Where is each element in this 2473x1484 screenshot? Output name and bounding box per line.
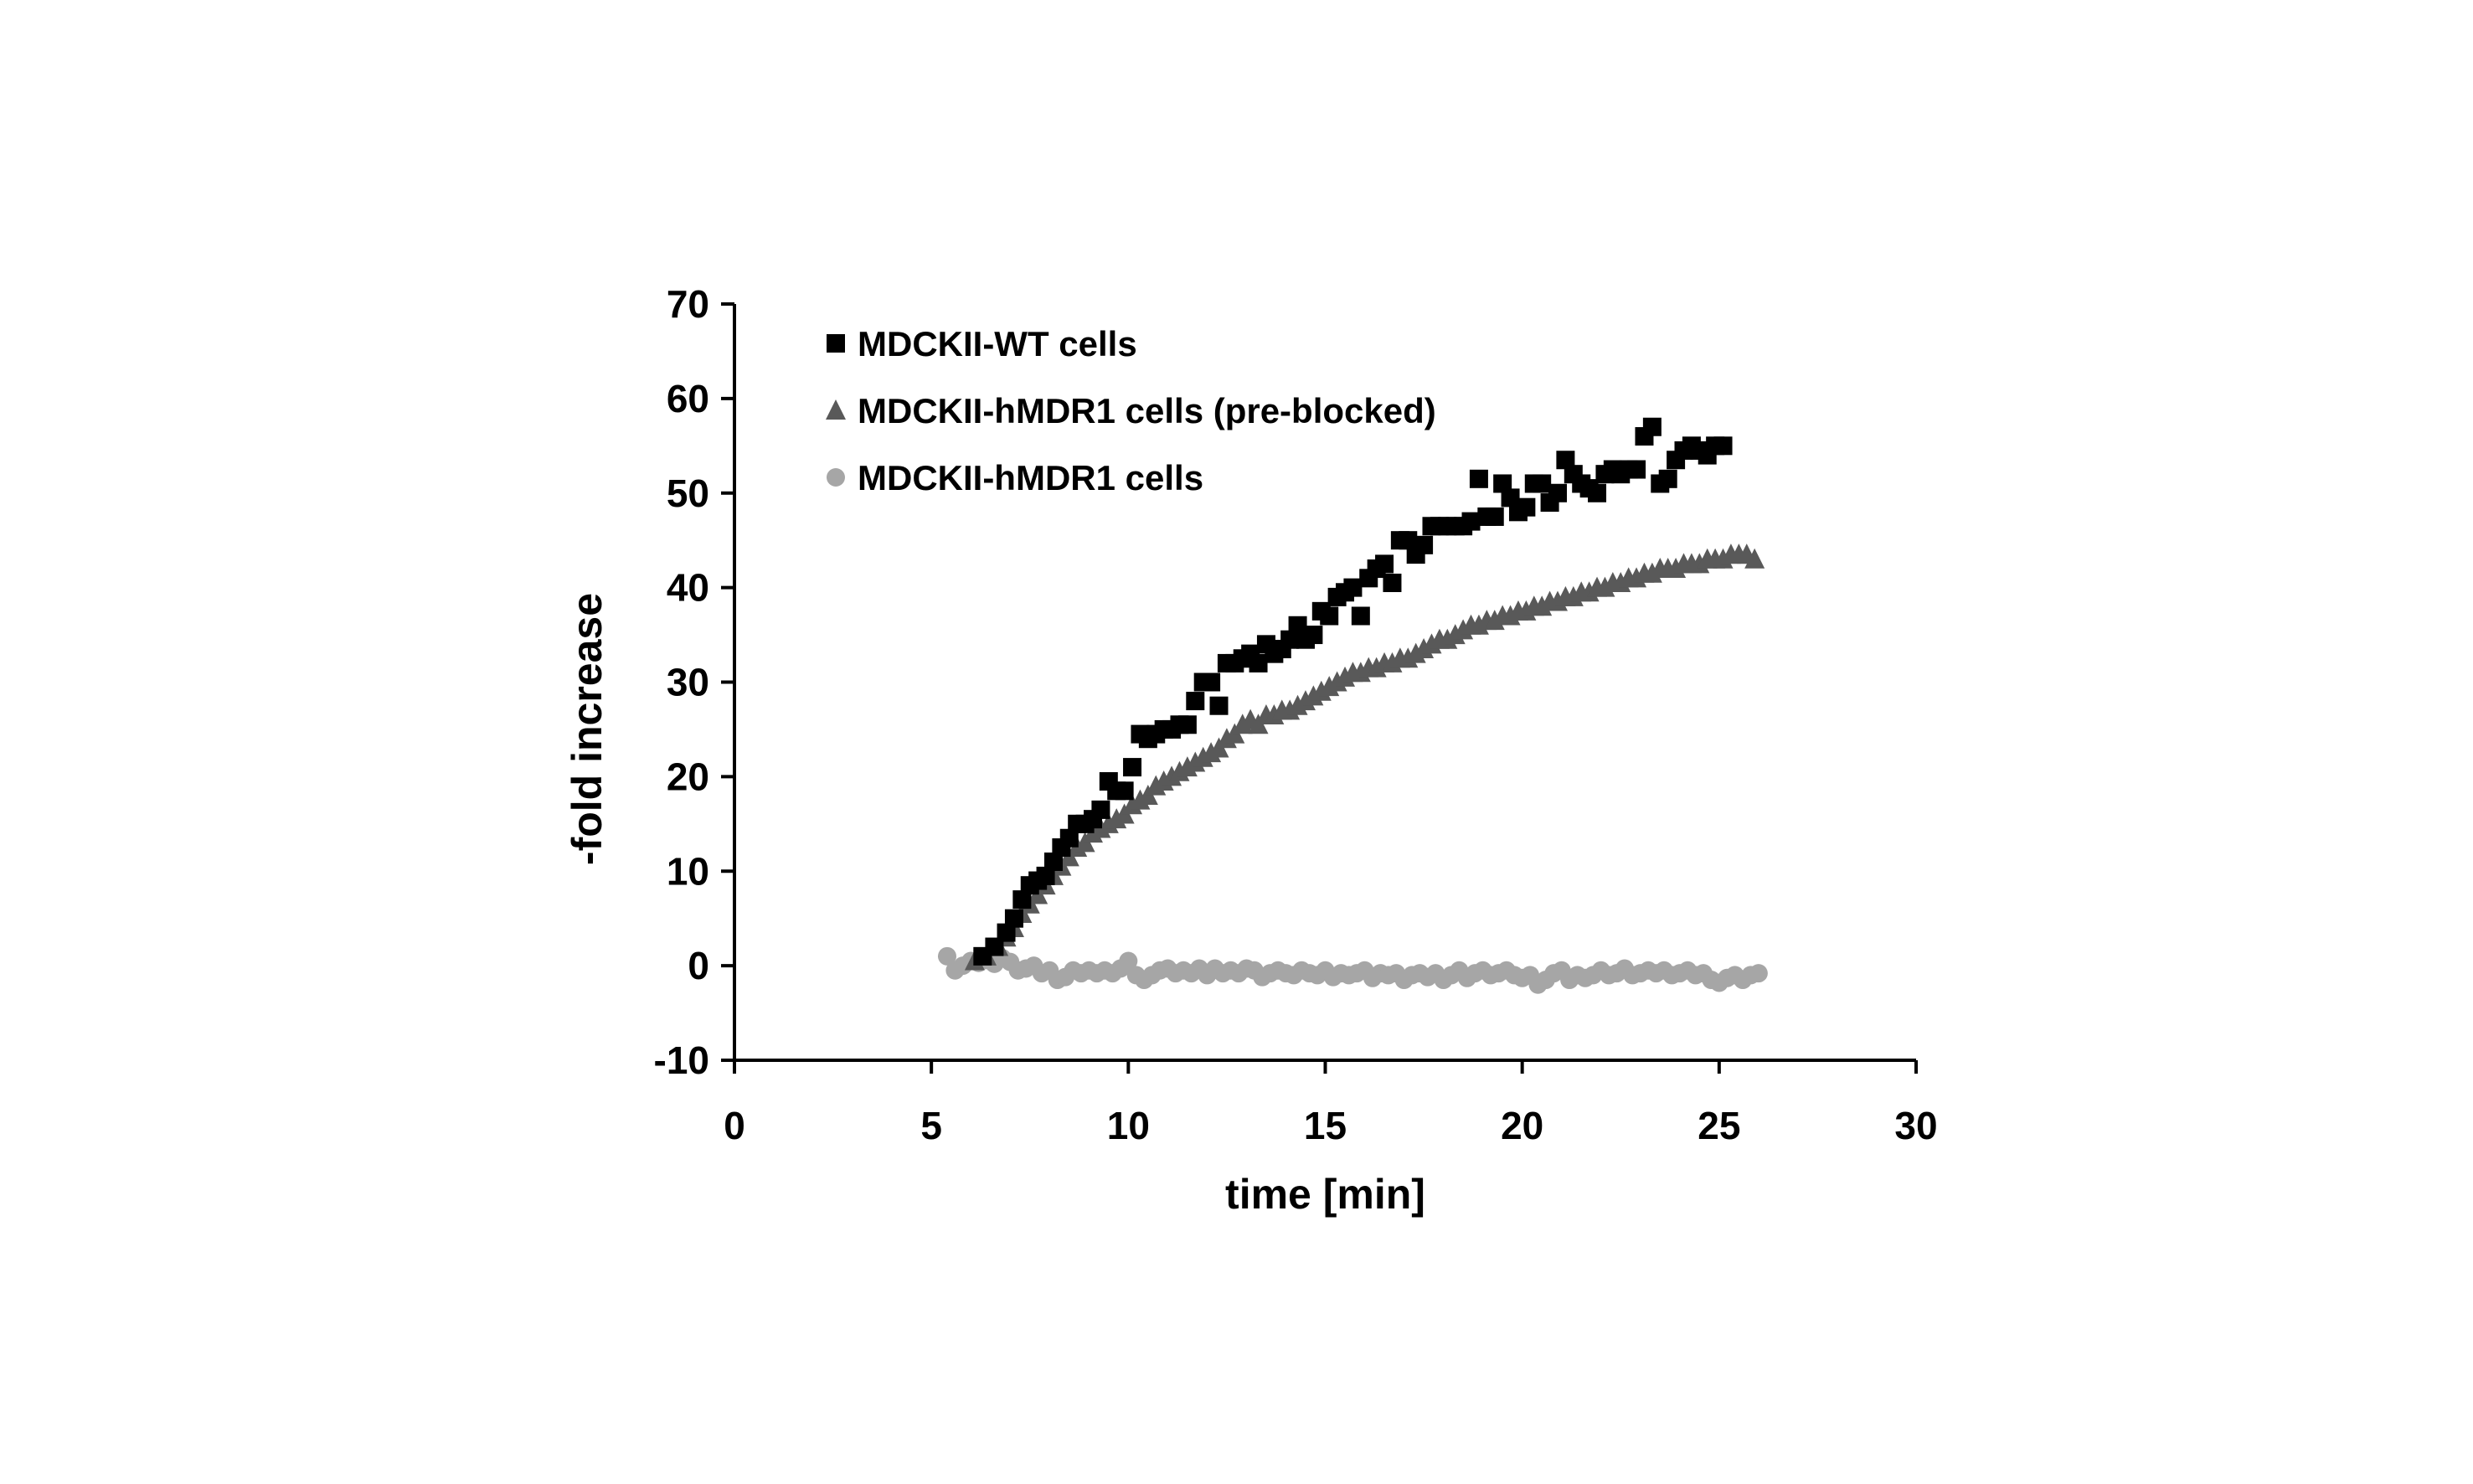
legend-label: MDCKII-WT cells: [858, 324, 1137, 363]
y-tick-label: 60: [667, 377, 709, 420]
data-point: [1469, 469, 1488, 488]
y-axis-title: -fold increase: [564, 593, 611, 865]
data-point: [1343, 578, 1363, 597]
data-point: [1383, 573, 1402, 592]
data-point: [1043, 852, 1063, 871]
data-point: [937, 946, 956, 966]
data-point: [997, 923, 1016, 942]
data-point: [1414, 535, 1434, 554]
data-point: [1091, 800, 1110, 819]
y-tick-label: -10: [654, 1038, 709, 1082]
x-tick-label: 10: [1107, 1104, 1150, 1147]
data-point: [1036, 866, 1055, 885]
data-point: [1713, 436, 1733, 456]
data-point: [1123, 758, 1142, 777]
legend-item: MDCKII-WT cells: [827, 324, 1137, 363]
y-tick-label: 40: [667, 566, 709, 610]
data-point: [1399, 531, 1418, 550]
x-tick-label: 25: [1698, 1104, 1740, 1147]
data-point: [1202, 672, 1221, 692]
x-tick-label: 0: [724, 1104, 745, 1147]
legend-item: MDCKII-hMDR1 cells: [827, 458, 1203, 497]
data-point: [1642, 417, 1662, 436]
legend-label: MDCKII-hMDR1 cells (pre-blocked): [858, 391, 1436, 430]
legend-marker-circle: [827, 468, 845, 487]
data-point: [1004, 909, 1023, 928]
data-point: [1351, 606, 1370, 626]
data-point: [1744, 548, 1765, 569]
y-tick-label: 30: [667, 661, 709, 704]
axes: -10 0 10 20 30 40 50 60 70 0 5 10 15 20 25 30: [654, 282, 1938, 1147]
x-tick-label: 30: [1894, 1104, 1937, 1147]
x-axis-title: time [min]: [1225, 1171, 1425, 1218]
series-square: [973, 417, 1733, 966]
data-point: [985, 937, 1004, 956]
data-point: [1533, 474, 1552, 493]
data-point: [1548, 483, 1567, 502]
data-point: [1556, 451, 1575, 470]
legend-marker-square: [827, 334, 845, 353]
data-point: [1501, 488, 1520, 508]
data-point: [1059, 828, 1079, 848]
legend: MDCKII-WT cells MDCKII-hMDR1 cells (pre-b…: [826, 324, 1436, 497]
data-point: [1288, 616, 1307, 635]
x-tick-label: 15: [1304, 1104, 1347, 1147]
data-point: [1280, 630, 1300, 649]
x-tick-label: 20: [1501, 1104, 1543, 1147]
series-layer: [937, 417, 1768, 994]
data-point: [1493, 474, 1512, 493]
data-point: [1485, 507, 1504, 526]
legend-label: MDCKII-hMDR1 cells: [858, 458, 1203, 497]
data-point: [1627, 460, 1646, 479]
data-point: [1749, 964, 1768, 983]
data-point: [1658, 469, 1677, 488]
y-tick-label: 50: [667, 471, 709, 515]
series-circle: [937, 946, 1768, 994]
data-point: [1115, 781, 1134, 801]
data-point: [1320, 606, 1339, 626]
data-point: [1517, 497, 1536, 517]
data-point: [1375, 554, 1394, 574]
legend-marker-triangle: [826, 399, 846, 420]
data-point: [1119, 951, 1138, 971]
data-point: [1177, 715, 1197, 734]
y-tick-label: 20: [667, 755, 709, 798]
data-point: [1461, 512, 1481, 531]
data-point: [1012, 890, 1032, 909]
y-tick-label: 10: [667, 849, 709, 893]
data-point: [1588, 483, 1607, 502]
data-point: [1209, 696, 1229, 715]
legend-item: MDCKII-hMDR1 cells (pre-blocked): [826, 391, 1436, 430]
data-point: [1186, 692, 1205, 711]
data-point: [1304, 626, 1323, 645]
y-tick-label: 70: [667, 282, 709, 326]
y-tick-label: 0: [688, 944, 709, 987]
data-point: [1249, 653, 1268, 672]
x-tick-label: 5: [920, 1104, 942, 1147]
